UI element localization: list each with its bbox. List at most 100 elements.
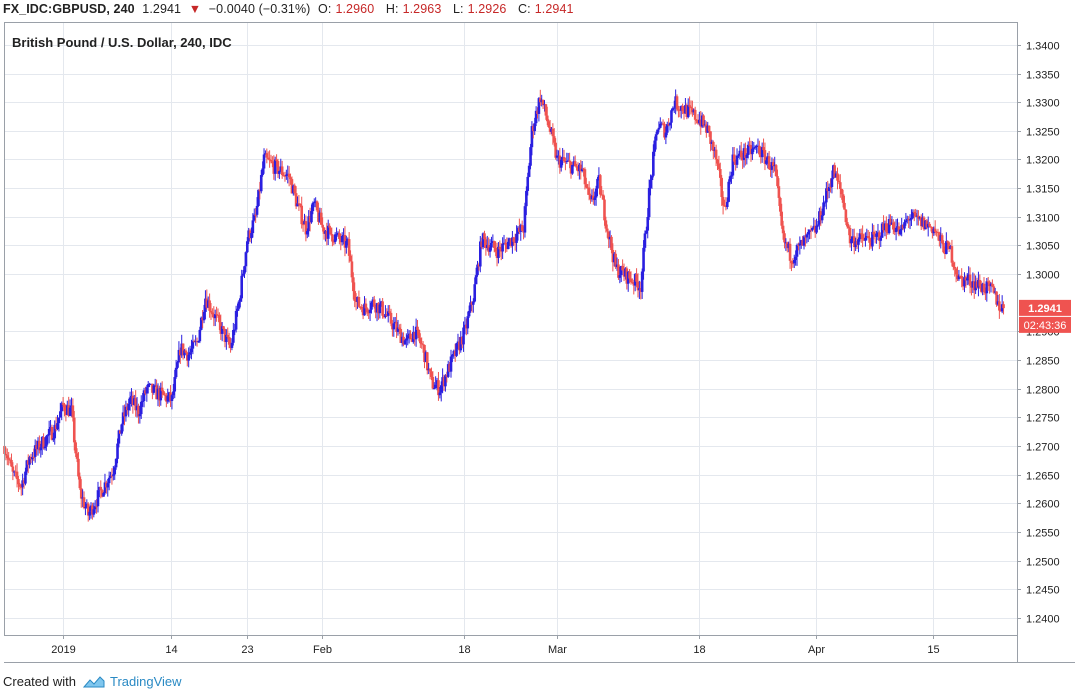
price-chart[interactable]: 1.2400 1.2450 1.2500 1.2550 1.2600 1.2650 1.27… xyxy=(0,0,1075,672)
time-axis[interactable]: 2019 14 23 Feb 18 Mar 18 Apr 15 xyxy=(51,635,940,656)
candle xyxy=(420,337,423,349)
candle xyxy=(35,440,38,456)
candle xyxy=(300,196,304,229)
candle xyxy=(245,237,249,254)
candle xyxy=(113,465,117,480)
candle xyxy=(215,306,218,322)
candle xyxy=(201,310,204,329)
price-tick-label: 1.2700 xyxy=(1026,442,1060,454)
candle xyxy=(8,457,12,464)
candle xyxy=(827,183,831,199)
candle xyxy=(532,123,535,139)
candle xyxy=(610,235,613,254)
candle xyxy=(887,214,891,235)
candle xyxy=(279,158,283,172)
candle xyxy=(949,245,952,250)
candle xyxy=(541,99,545,109)
price-axis[interactable]: 1.2400 1.2450 1.2500 1.2550 1.2600 1.2650 1.27… xyxy=(1017,41,1060,626)
close-value: C: 1.2941 xyxy=(518,2,578,16)
candle xyxy=(636,273,640,298)
candle xyxy=(808,229,811,240)
candle xyxy=(487,237,490,256)
candle xyxy=(585,177,588,189)
candle xyxy=(746,141,750,159)
candle xyxy=(155,379,158,400)
candle xyxy=(665,121,669,136)
candle xyxy=(785,241,789,253)
candle xyxy=(444,374,447,392)
symbol-label[interactable]: FX_IDC:GBPUSD, 240 xyxy=(3,2,135,16)
candle xyxy=(264,150,267,155)
candle xyxy=(206,296,210,308)
candle xyxy=(239,295,242,308)
candle xyxy=(74,440,77,458)
candle xyxy=(116,438,119,464)
candle xyxy=(640,268,644,299)
candle xyxy=(905,215,909,224)
candle xyxy=(364,298,368,315)
candle xyxy=(998,293,1001,319)
candle xyxy=(166,388,170,404)
candle xyxy=(357,290,361,308)
candle xyxy=(953,261,957,277)
candle xyxy=(857,237,860,253)
candle xyxy=(871,223,874,251)
candle xyxy=(424,350,428,363)
candle xyxy=(787,241,790,253)
candle xyxy=(233,323,237,336)
candle xyxy=(169,385,172,408)
candle xyxy=(103,473,107,495)
candle xyxy=(932,226,936,236)
candle xyxy=(702,114,705,128)
candle xyxy=(446,360,450,378)
candle xyxy=(878,230,881,250)
candle xyxy=(400,332,404,347)
last-price-badge xyxy=(1019,299,1071,316)
candle xyxy=(822,195,825,216)
candle xyxy=(77,452,80,480)
candle xyxy=(65,400,69,416)
candle xyxy=(632,279,636,295)
close-label: C: xyxy=(518,2,531,16)
candle xyxy=(926,216,930,237)
candle xyxy=(470,301,474,313)
candle xyxy=(216,308,220,318)
candle xyxy=(385,308,389,318)
candle xyxy=(432,382,436,390)
candle xyxy=(209,302,213,320)
candle xyxy=(285,169,288,180)
candle xyxy=(194,335,197,346)
candle xyxy=(375,302,379,322)
candle xyxy=(199,316,203,331)
candle xyxy=(305,228,309,239)
candle xyxy=(674,89,677,115)
candle xyxy=(204,290,207,320)
candle xyxy=(435,377,439,391)
candle xyxy=(730,171,733,184)
candle xyxy=(626,270,630,292)
candle xyxy=(965,273,969,286)
candle xyxy=(742,143,746,168)
chart-title: British Pound / U.S. Dollar, 240, IDC xyxy=(12,35,232,50)
candle xyxy=(392,317,396,337)
candle xyxy=(272,155,276,180)
candle xyxy=(117,429,121,448)
candle xyxy=(361,304,365,320)
candle xyxy=(756,138,760,154)
candle xyxy=(855,232,859,249)
tradingview-brand[interactable]: TradingView xyxy=(110,674,182,689)
candle xyxy=(167,391,171,403)
candle xyxy=(296,196,299,207)
candle xyxy=(504,239,507,253)
price-tick-label: 1.3250 xyxy=(1026,127,1060,139)
candle xyxy=(718,162,722,187)
price-change: −0.0040 (−0.31%) xyxy=(208,2,311,16)
candle xyxy=(225,329,228,350)
candle xyxy=(107,471,111,491)
candle xyxy=(774,163,778,177)
candle xyxy=(840,188,843,200)
candle xyxy=(11,462,15,481)
time-tick-label: 2019 xyxy=(51,644,75,656)
candle xyxy=(922,216,926,231)
price-tick-label: 1.2650 xyxy=(1026,471,1060,483)
